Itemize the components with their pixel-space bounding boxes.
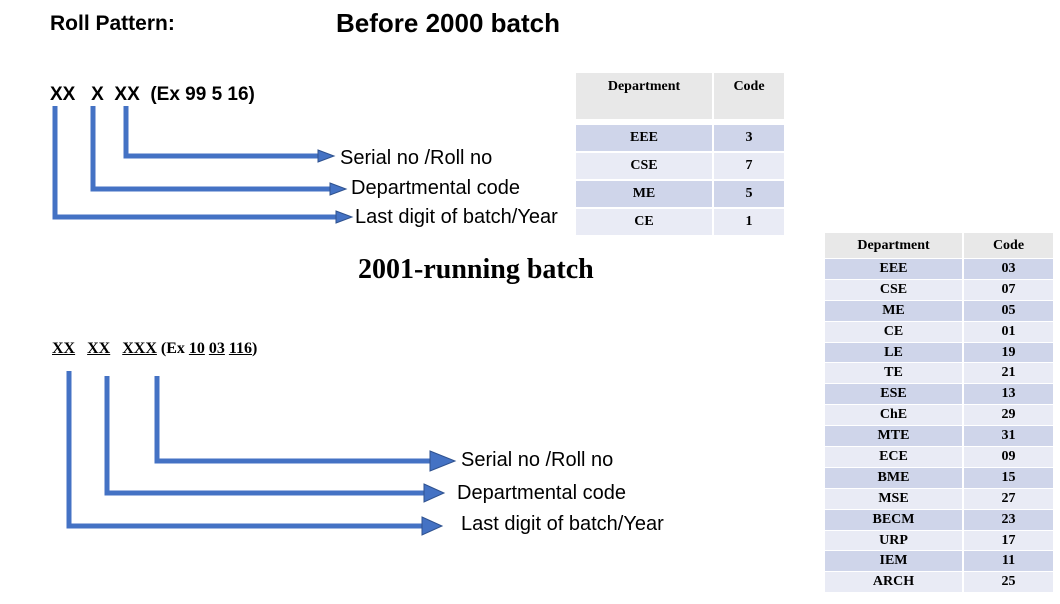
code-cell: 19 [963,341,1053,363]
code-cell: 01 [963,320,1053,343]
code-cell: 3 [713,119,784,152]
department-cell: EEE [576,119,714,152]
department-cell: TE [825,362,964,384]
code-cell: 7 [713,151,784,180]
table-row: ME 5 [576,179,784,208]
after-label-serial: Serial no /Roll no [461,449,614,471]
roll-pattern-title: Roll Pattern: [50,12,175,35]
table-row: EEE 3 [576,119,784,152]
code-cell: 17 [963,529,1053,551]
pattern-part-dept: XX [87,340,111,357]
code-cell: 15 [963,466,1053,489]
table-row: MTE 31 [825,425,1053,447]
table-row: ECE 09 [825,446,1053,468]
code-cell: 21 [963,362,1053,384]
running-department-code-table: Department Code EEE 03 CSE 07 ME 05 CE 01 LE 19 TE… [825,233,1053,593]
code-cell: 25 [963,571,1053,593]
table-row: ME 05 [825,299,1053,322]
after-label-year: Last digit of batch/Year [461,513,664,535]
department-cell: LE [825,341,964,363]
table-row: TE 21 [825,362,1053,384]
pattern-example-serial: 116 [228,340,253,357]
code-cell: 11 [963,550,1053,572]
department-cell: MTE [825,425,964,447]
before-header-code: Code [713,73,784,122]
table-row: ESE 13 [825,383,1053,405]
table-row: BME 15 [825,466,1053,489]
department-cell: ARCH [825,571,964,593]
after-dept-arrow [104,376,446,503]
table-row: IEM 11 [825,550,1053,572]
pattern-example-close: ) [252,340,258,357]
department-cell: CE [825,320,964,343]
pattern-example-year: 10 [188,340,205,357]
department-cell: ME [576,179,714,208]
table-row: CSE 7 [576,151,784,180]
table-row: URP 17 [825,529,1053,551]
department-cell: IEM [825,550,964,572]
department-cell: ESE [825,383,964,405]
code-cell: 23 [963,508,1053,531]
after-header-department: Department [825,233,964,259]
after-serial-arrow [154,376,457,472]
running-pattern-text: XX XX XXX (Ex 10 03 116) [52,340,257,358]
code-cell: 5 [713,179,784,208]
department-cell: URP [825,529,964,551]
before-dept-arrow [90,106,348,196]
department-cell: CE [576,207,714,235]
before-label-serial: Serial no /Roll no [340,147,493,169]
code-cell: 13 [963,383,1053,405]
code-cell: 29 [963,404,1053,426]
pattern-example-dept: 03 [208,340,225,357]
before-pattern-text: XX X XX (Ex 99 5 16) [50,84,255,105]
table-row: CE 01 [825,320,1053,343]
before-2000-title: Before 2000 batch [336,8,560,38]
table-row: CSE 07 [825,278,1053,301]
department-cell: BME [825,466,964,489]
table-row: EEE 03 [825,258,1053,280]
department-cell: CSE [576,151,714,180]
code-cell: 07 [963,278,1053,301]
table-row: BECM 23 [825,508,1053,531]
department-cell: ECE [825,446,964,468]
after-label-dept: Departmental code [457,482,626,504]
table-row: MSE 27 [825,487,1053,510]
department-cell: CSE [825,278,964,301]
before-label-dept: Departmental code [351,177,520,199]
pattern-example-open: (Ex [160,340,185,357]
code-cell: 27 [963,487,1053,510]
department-cell: EEE [825,258,964,280]
department-cell: BECM [825,508,964,531]
code-cell: 03 [963,258,1053,280]
after-year-arrow [66,371,444,536]
table-row: LE 19 [825,341,1053,363]
running-batch-title: 2001-running batch [358,254,594,285]
department-cell: ME [825,299,964,322]
code-cell: 1 [713,207,784,235]
pattern-part-year: XX [52,340,76,357]
code-cell: 09 [963,446,1053,468]
before-header-department: Department [576,73,714,122]
before-year-arrow [52,106,354,224]
before-serial-arrow [123,106,336,163]
code-cell: 05 [963,299,1053,322]
department-cell: ChE [825,404,964,426]
table-row: ChE 29 [825,404,1053,426]
pattern-part-serial: XXX [122,340,157,357]
after-header-code: Code [963,233,1053,259]
table-row: ARCH 25 [825,571,1053,593]
before-department-code-table: Department Code EEE 3 CSE 7 ME 5 CE 1 [576,73,784,235]
department-cell: MSE [825,487,964,510]
code-cell: 31 [963,425,1053,447]
before-label-year: Last digit of batch/Year [355,206,558,228]
table-row: CE 1 [576,207,784,235]
